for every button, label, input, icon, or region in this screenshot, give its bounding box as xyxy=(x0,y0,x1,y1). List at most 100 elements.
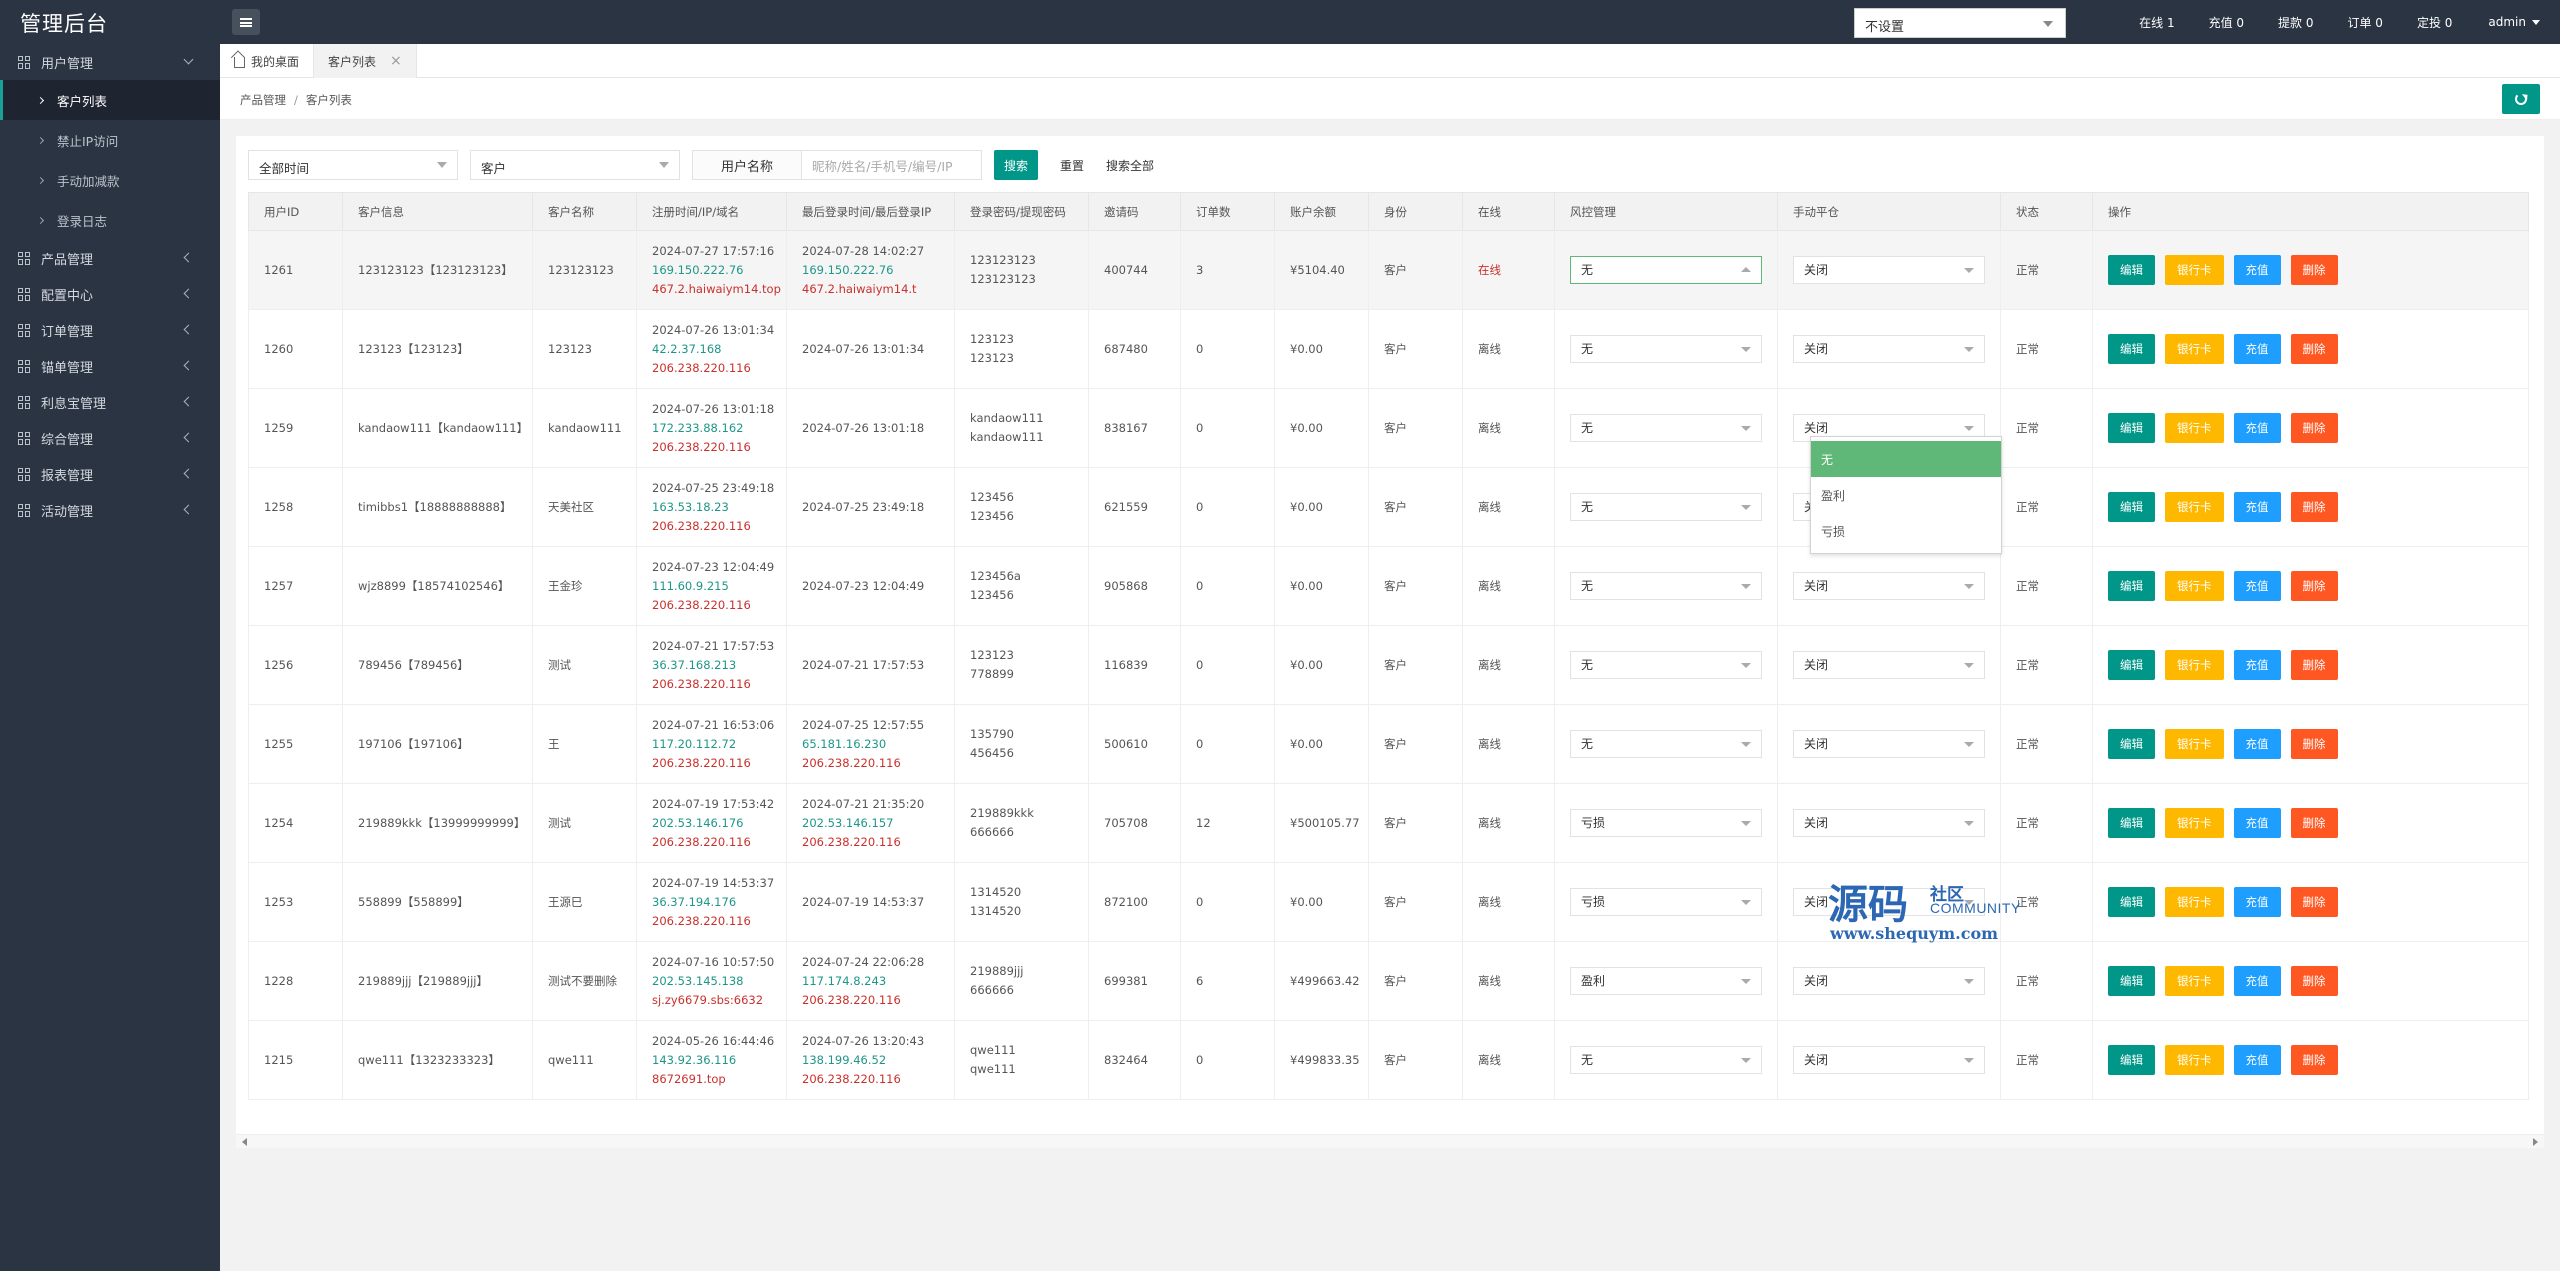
bank-card-button[interactable]: 银行卡 xyxy=(2165,492,2224,522)
bank-card-button[interactable]: 银行卡 xyxy=(2165,255,2224,285)
table-row[interactable]: 1257 wjz8899【18574102546】 王金珍 2024-07-23 12… xyxy=(248,546,2529,626)
role-select[interactable]: 客户 xyxy=(470,150,680,180)
sidebar-group-reports[interactable]: 报表管理 xyxy=(0,456,220,492)
recharge-button[interactable]: 充值 xyxy=(2233,650,2281,680)
bank-card-button[interactable]: 银行卡 xyxy=(2165,1045,2224,1075)
sidebar-group-anchor[interactable]: 锚单管理 xyxy=(0,348,220,384)
delete-button[interactable]: 删除 xyxy=(2290,966,2338,996)
table-row[interactable]: 1255 197106【197106】 王 2024-07-21 16:53:06 11… xyxy=(248,704,2529,784)
sidebar-item-ip-block[interactable]: 禁止IP访问 xyxy=(0,120,220,160)
table-row[interactable]: 1215 qwe111【1323233323】 qwe111 2024-05-26 1… xyxy=(248,1020,2529,1100)
table-row[interactable]: 1259 kandaow111【kandaow111】 kandaow111 2024… xyxy=(248,388,2529,468)
manual-close-select[interactable]: 关闭 xyxy=(1793,967,1985,995)
recharge-button[interactable]: 充值 xyxy=(2233,729,2281,759)
risk-option-loss[interactable]: 亏损 xyxy=(1821,524,1846,539)
risk-select[interactable]: 无 xyxy=(1570,256,1762,284)
search-button[interactable]: 搜索 xyxy=(994,150,1039,180)
sidebar-item-login-log[interactable]: 登录日志 xyxy=(0,200,220,240)
risk-option-profit[interactable]: 盈利 xyxy=(1821,488,1846,503)
delete-button[interactable]: 删除 xyxy=(2290,492,2338,522)
table-row[interactable]: 1258 timibbs1【18888888888】 天美社区 2024-07-25 … xyxy=(248,467,2529,547)
manual-close-select[interactable]: 关闭 xyxy=(1793,651,1985,679)
edit-button[interactable]: 编辑 xyxy=(2108,887,2155,917)
edit-button[interactable]: 编辑 xyxy=(2108,255,2155,285)
platform-select[interactable]: 不设置 xyxy=(1854,8,2066,38)
risk-select[interactable]: 无 xyxy=(1570,1046,1762,1074)
sidebar-group-activity[interactable]: 活动管理 xyxy=(0,492,220,528)
bank-card-button[interactable]: 银行卡 xyxy=(2165,571,2224,601)
risk-select[interactable]: 无 xyxy=(1570,335,1762,363)
menu-toggle-button[interactable] xyxy=(232,9,260,35)
recharge-button[interactable]: 充值 xyxy=(2233,887,2281,917)
edit-button[interactable]: 编辑 xyxy=(2108,966,2155,996)
delete-button[interactable]: 删除 xyxy=(2290,255,2338,285)
edit-button[interactable]: 编辑 xyxy=(2108,650,2155,680)
scroll-right-icon[interactable] xyxy=(2533,1138,2538,1146)
table-row[interactable]: 1228 219889jjj【219889jjj】 测试不要删除 2024-07-16… xyxy=(248,941,2529,1021)
risk-option-none[interactable]: 无 xyxy=(1811,441,2001,477)
edit-button[interactable]: 编辑 xyxy=(2108,808,2155,838)
edit-button[interactable]: 编辑 xyxy=(2108,1045,2155,1075)
edit-button[interactable]: 编辑 xyxy=(2108,413,2155,443)
recharge-button[interactable]: 充值 xyxy=(2233,334,2281,364)
reset-button[interactable]: 重置 xyxy=(1060,158,1085,173)
risk-select[interactable]: 无 xyxy=(1570,730,1762,758)
sidebar-item-customer-list[interactable]: 客户列表 xyxy=(0,80,220,120)
stat-positions[interactable]: 定投 0 xyxy=(2416,15,2453,30)
stat-recharge[interactable]: 充值 0 xyxy=(2208,15,2245,30)
stat-withdraw[interactable]: 提款 0 xyxy=(2278,15,2314,30)
risk-select[interactable]: 盈利 xyxy=(1570,967,1762,995)
edit-button[interactable]: 编辑 xyxy=(2108,571,2155,601)
recharge-button[interactable]: 充值 xyxy=(2233,808,2281,838)
delete-button[interactable]: 删除 xyxy=(2290,808,2338,838)
close-icon[interactable]: × xyxy=(390,53,402,69)
sidebar-group-interest[interactable]: 利息宝管理 xyxy=(0,384,220,420)
risk-select[interactable]: 无 xyxy=(1570,651,1762,679)
manual-close-select[interactable]: 关闭 xyxy=(1793,1046,1985,1074)
bank-card-button[interactable]: 银行卡 xyxy=(2165,729,2224,759)
recharge-button[interactable]: 充值 xyxy=(2233,1045,2281,1075)
risk-select[interactable]: 亏损 xyxy=(1570,809,1762,837)
manual-close-select[interactable]: 关闭 xyxy=(1793,809,1985,837)
sidebar-group-orders[interactable]: 订单管理 xyxy=(0,312,220,348)
horizontal-scrollbar[interactable] xyxy=(236,1134,2544,1148)
bank-card-button[interactable]: 银行卡 xyxy=(2165,650,2224,680)
edit-button[interactable]: 编辑 xyxy=(2108,729,2155,759)
table-row[interactable]: 1260 123123【123123】 123123 2024-07-26 13:01… xyxy=(248,309,2529,389)
scroll-left-icon[interactable] xyxy=(242,1138,247,1146)
stat-online[interactable]: 在线 1 xyxy=(2139,15,2175,30)
recharge-button[interactable]: 充值 xyxy=(2233,966,2281,996)
manual-close-select[interactable]: 关闭 xyxy=(1793,256,1985,284)
time-range-select[interactable]: 全部时间 xyxy=(248,150,458,180)
table-row[interactable]: 1253 558899【558899】 王源巳 2024-07-19 14:53:37… xyxy=(248,862,2529,942)
risk-select[interactable]: 无 xyxy=(1570,572,1762,600)
delete-button[interactable]: 删除 xyxy=(2290,729,2338,759)
sidebar-group-config[interactable]: 配置中心 xyxy=(0,276,220,312)
delete-button[interactable]: 删除 xyxy=(2290,334,2338,364)
table-row[interactable]: 1261 123123123【123123123】 123123123 2024-07… xyxy=(248,230,2529,310)
bank-card-button[interactable]: 银行卡 xyxy=(2165,808,2224,838)
recharge-button[interactable]: 充值 xyxy=(2233,413,2281,443)
bank-card-button[interactable]: 银行卡 xyxy=(2165,334,2224,364)
delete-button[interactable]: 删除 xyxy=(2290,650,2338,680)
bank-card-button[interactable]: 银行卡 xyxy=(2165,887,2224,917)
sidebar-item-manual-adjust[interactable]: 手动加减款 xyxy=(0,160,220,200)
risk-select[interactable]: 无 xyxy=(1570,414,1762,442)
tab-customer-list[interactable]: 客户列表 × xyxy=(314,44,417,78)
delete-button[interactable]: 删除 xyxy=(2290,1045,2338,1075)
bank-card-button[interactable]: 银行卡 xyxy=(2165,413,2224,443)
user-menu[interactable]: admin xyxy=(2488,15,2540,29)
manual-close-select[interactable]: 关闭 xyxy=(1793,888,1985,916)
manual-close-select[interactable]: 关闭 xyxy=(1793,572,1985,600)
risk-select[interactable]: 无 xyxy=(1570,493,1762,521)
sidebar-group-product[interactable]: 产品管理 xyxy=(0,240,220,276)
table-row[interactable]: 1256 789456【789456】 测试 2024-07-21 17:57:53 3… xyxy=(248,625,2529,705)
search-input[interactable]: 昵称/姓名/手机号/编号/IP xyxy=(802,150,982,180)
recharge-button[interactable]: 充值 xyxy=(2233,571,2281,601)
sidebar-group-user[interactable]: 用户管理 xyxy=(0,44,220,80)
recharge-button[interactable]: 充值 xyxy=(2233,255,2281,285)
manual-close-select[interactable]: 关闭 xyxy=(1793,730,1985,758)
risk-select[interactable]: 亏损 xyxy=(1570,888,1762,916)
bank-card-button[interactable]: 银行卡 xyxy=(2165,966,2224,996)
recharge-button[interactable]: 充值 xyxy=(2233,492,2281,522)
